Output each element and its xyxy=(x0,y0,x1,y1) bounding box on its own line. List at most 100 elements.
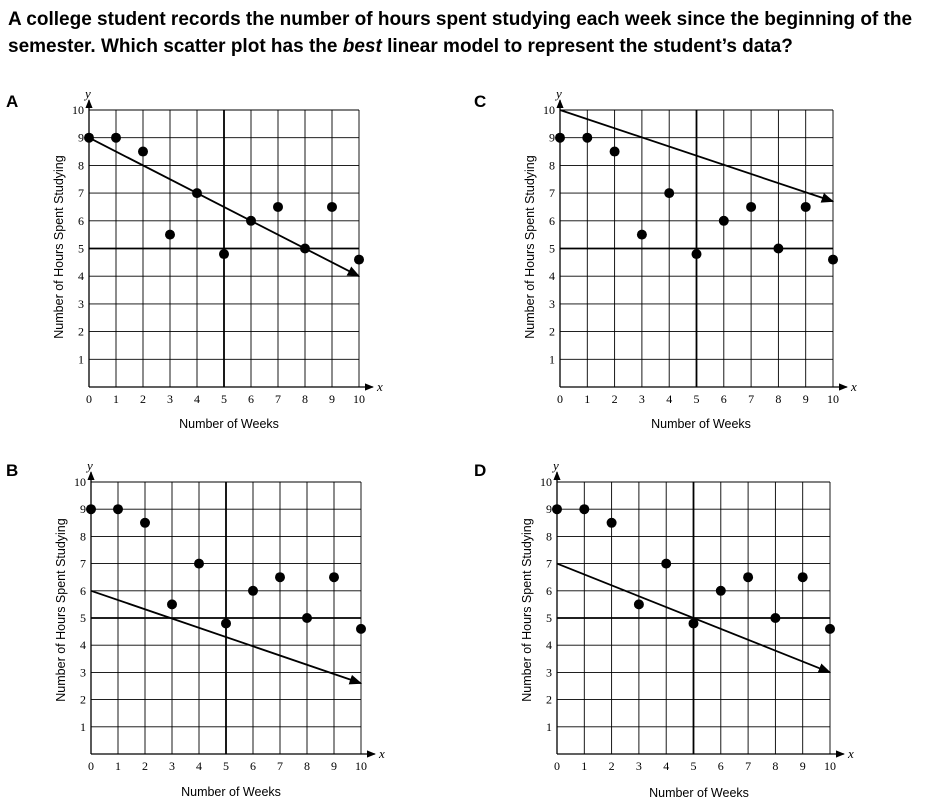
y-tick-label: 5 xyxy=(549,242,555,256)
x-tick-label: 0 xyxy=(554,759,560,773)
y-axis-variable: y xyxy=(551,458,559,473)
data-point xyxy=(246,215,256,226)
data-point xyxy=(219,249,229,260)
x-tick-label: 0 xyxy=(88,759,94,773)
data-point xyxy=(579,504,590,515)
data-point xyxy=(275,572,285,583)
data-point xyxy=(715,585,726,596)
x-axis-variable: x xyxy=(378,746,385,761)
data-point xyxy=(273,201,283,212)
x-tick-label: 7 xyxy=(277,759,283,773)
x-tick-label: 5 xyxy=(223,759,229,773)
x-axis-variable: x xyxy=(847,746,854,761)
x-tick-label: 8 xyxy=(304,759,310,773)
y-tick-label: 3 xyxy=(80,665,86,679)
x-tick-label: 5 xyxy=(694,392,700,406)
chart-a: Ax y 0 1 2 3 4 5 6 7 8 9 10 1 2 3 4 5 6 7 8 9 10 Number of Week… xyxy=(6,86,383,431)
data-point xyxy=(327,201,337,212)
x-tick-label: 9 xyxy=(329,392,335,406)
data-point xyxy=(113,504,123,515)
y-tick-label: 1 xyxy=(549,352,555,366)
x-axis-variable: x xyxy=(376,379,383,394)
y-tick-label: 1 xyxy=(78,352,84,366)
linear-model-line xyxy=(90,589,363,685)
chart-c: Cx y 0 1 2 3 4 5 6 7 8 9 10 1 2 3 4 5 6 7 8 9 10 Number of Week… xyxy=(474,86,857,431)
data-point xyxy=(300,243,310,254)
data-point xyxy=(661,558,672,569)
y-axis-label: Number of Hours Spent Studying xyxy=(52,155,66,338)
y-axis-label: Number of Hours Spent Studying xyxy=(523,155,537,338)
question-text: A college student records the number of … xyxy=(8,6,943,60)
y-tick-label: 2 xyxy=(546,693,552,707)
y-tick-label: 10 xyxy=(543,103,555,117)
y-tick-label: 4 xyxy=(546,638,552,652)
y-tick-label: 8 xyxy=(546,529,552,543)
y-tick-label: 7 xyxy=(549,186,555,200)
data-point xyxy=(743,572,754,583)
x-tick-label: 6 xyxy=(718,759,724,773)
data-point xyxy=(354,254,364,265)
x-tick-label: 8 xyxy=(775,392,781,406)
y-tick-label: 6 xyxy=(80,584,86,598)
x-tick-label: 9 xyxy=(803,392,809,406)
option-letter: D xyxy=(474,461,486,480)
y-tick-label: 9 xyxy=(80,502,86,516)
x-tick-label: 3 xyxy=(636,759,642,773)
x-tick-label: 2 xyxy=(609,759,615,773)
x-tick-label: 4 xyxy=(196,759,202,773)
x-tick-label: 9 xyxy=(800,759,806,773)
y-tick-label: 7 xyxy=(546,557,552,571)
data-point xyxy=(688,618,699,629)
x-tick-label: 6 xyxy=(721,392,727,406)
grid xyxy=(91,481,362,754)
x-axis-label: Number of Weeks xyxy=(179,417,279,431)
y-tick-label: 4 xyxy=(78,269,84,283)
data-point xyxy=(773,243,784,254)
grid xyxy=(557,481,831,754)
x-tick-label: 7 xyxy=(748,392,754,406)
data-point xyxy=(636,229,647,240)
option-letter: A xyxy=(6,92,18,111)
data-point xyxy=(825,623,835,634)
chart-d: Dx y 0 1 2 3 4 5 6 7 8 9 10 1 2 3 4 5 6 7 8 9 10 Number of Week… xyxy=(474,458,854,800)
data-point xyxy=(797,572,808,583)
x-tick-label: 1 xyxy=(581,759,587,773)
y-tick-label: 8 xyxy=(80,529,86,543)
linear-model-line xyxy=(88,136,361,278)
y-tick-label: 8 xyxy=(78,158,84,172)
y-tick-label: 7 xyxy=(80,557,86,571)
data-point xyxy=(138,146,148,157)
x-axis-label: Number of Weeks xyxy=(651,417,751,431)
y-tick-label: 2 xyxy=(549,325,555,339)
y-tick-label: 2 xyxy=(78,325,84,339)
data-point xyxy=(84,132,94,143)
x-axis-label: Number of Weeks xyxy=(649,786,749,800)
data-point xyxy=(582,132,593,143)
data-point xyxy=(828,254,838,265)
option-letter: C xyxy=(474,92,486,111)
linear-model-line xyxy=(559,109,835,203)
y-tick-label: 2 xyxy=(80,693,86,707)
x-tick-label: 10 xyxy=(353,392,365,406)
x-axis-variable: x xyxy=(850,379,857,394)
y-tick-label: 4 xyxy=(80,638,86,652)
y-tick-label: 7 xyxy=(78,186,84,200)
data-point xyxy=(302,613,312,623)
y-tick-label: 10 xyxy=(540,475,552,489)
data-point xyxy=(329,572,339,583)
x-tick-label: 0 xyxy=(86,392,92,406)
x-tick-label: 1 xyxy=(113,392,119,406)
x-tick-label: 4 xyxy=(194,392,200,406)
y-tick-label: 10 xyxy=(72,103,84,117)
x-tick-label: 10 xyxy=(824,759,836,773)
y-tick-label: 10 xyxy=(74,475,86,489)
y-tick-label: 6 xyxy=(78,214,84,228)
x-tick-label: 1 xyxy=(584,392,590,406)
x-tick-label: 2 xyxy=(142,759,148,773)
data-point xyxy=(356,623,366,634)
data-point xyxy=(691,249,702,260)
x-tick-label: 3 xyxy=(167,392,173,406)
x-tick-label: 1 xyxy=(115,759,121,773)
y-axis-variable: y xyxy=(85,458,93,473)
